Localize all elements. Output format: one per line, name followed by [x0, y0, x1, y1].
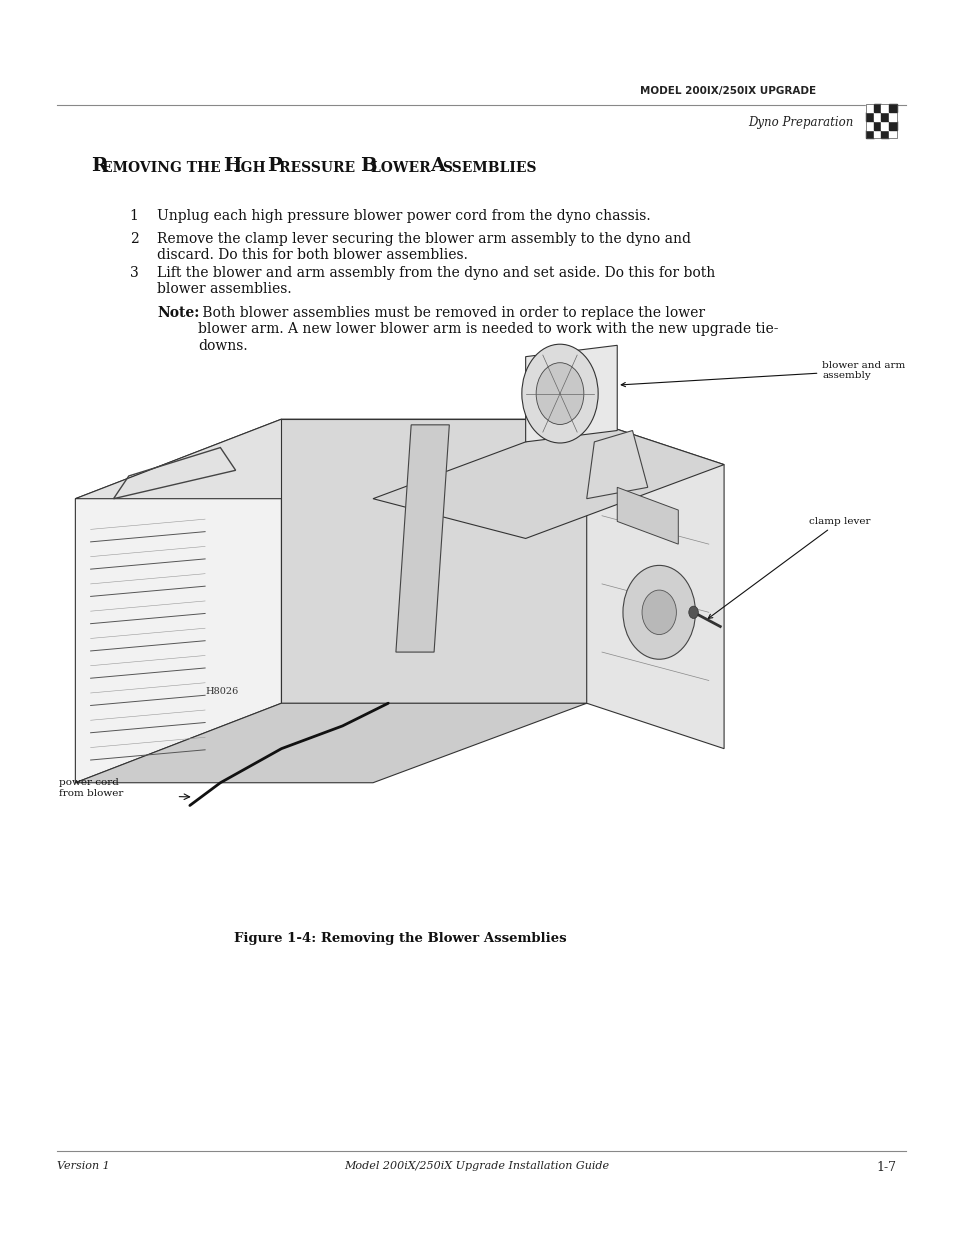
- Polygon shape: [395, 425, 449, 652]
- Polygon shape: [75, 419, 586, 499]
- Bar: [873, 130, 881, 138]
- Polygon shape: [75, 703, 586, 783]
- Text: A: A: [430, 157, 445, 175]
- Bar: [888, 130, 896, 138]
- Bar: [865, 104, 873, 112]
- Text: power cord
from blower: power cord from blower: [59, 778, 123, 798]
- Bar: [881, 104, 888, 112]
- Text: LOWER: LOWER: [371, 162, 436, 175]
- Bar: [881, 112, 888, 121]
- Text: 1-7: 1-7: [876, 1161, 896, 1174]
- Text: 2: 2: [130, 232, 138, 246]
- Text: Model 200iX/250iX Upgrade Installation Guide: Model 200iX/250iX Upgrade Installation G…: [344, 1161, 609, 1171]
- Polygon shape: [281, 419, 586, 703]
- Bar: [873, 112, 881, 121]
- Text: 3: 3: [130, 266, 138, 279]
- Text: Figure 1-4: Removing the Blower Assemblies: Figure 1-4: Removing the Blower Assembli…: [234, 932, 566, 946]
- Text: Note:: Note:: [157, 306, 199, 320]
- Polygon shape: [373, 419, 723, 538]
- Text: EMOVING THE: EMOVING THE: [102, 162, 226, 175]
- Text: Unplug each high pressure blower power cord from the dyno chassis.: Unplug each high pressure blower power c…: [157, 209, 650, 222]
- Bar: [881, 121, 888, 130]
- Bar: [865, 112, 873, 121]
- Text: Remove the clamp lever securing the blower arm assembly to the dyno and
discard.: Remove the clamp lever securing the blow…: [157, 232, 691, 262]
- Text: B: B: [359, 157, 375, 175]
- Text: Dyno Preparation: Dyno Preparation: [748, 116, 853, 130]
- Text: blower and arm
assembly: blower and arm assembly: [620, 361, 904, 387]
- Bar: [865, 130, 873, 138]
- Text: H: H: [223, 157, 241, 175]
- Text: Lift the blower and arm assembly from the dyno and set aside. Do this for both
b: Lift the blower and arm assembly from th…: [157, 266, 715, 295]
- Text: 1: 1: [130, 209, 138, 222]
- Circle shape: [521, 345, 598, 443]
- Bar: [873, 121, 881, 130]
- Bar: [865, 104, 896, 138]
- Circle shape: [536, 363, 583, 425]
- Text: RESSURE: RESSURE: [278, 162, 359, 175]
- Text: H8026: H8026: [205, 688, 238, 697]
- Bar: [865, 121, 873, 130]
- Text: Both blower assemblies must be removed in order to replace the lower
blower arm.: Both blower assemblies must be removed i…: [198, 306, 778, 353]
- Polygon shape: [617, 488, 678, 545]
- Bar: [888, 121, 896, 130]
- Polygon shape: [75, 419, 281, 783]
- Bar: [888, 112, 896, 121]
- Circle shape: [688, 606, 698, 619]
- Bar: [873, 104, 881, 112]
- Circle shape: [622, 566, 695, 659]
- Text: MODEL 200IX/250IX UPGRADE: MODEL 200IX/250IX UPGRADE: [639, 86, 815, 96]
- Text: clamp lever: clamp lever: [707, 516, 869, 619]
- Polygon shape: [586, 431, 647, 499]
- Text: R: R: [91, 157, 107, 175]
- Text: SSEMBLIES: SSEMBLIES: [441, 162, 536, 175]
- Bar: [881, 130, 888, 138]
- Text: IGH: IGH: [233, 162, 270, 175]
- Polygon shape: [525, 346, 617, 442]
- Bar: [888, 104, 896, 112]
- Circle shape: [641, 590, 676, 635]
- Text: Version 1: Version 1: [57, 1161, 110, 1171]
- Text: P: P: [267, 157, 281, 175]
- Polygon shape: [586, 419, 723, 748]
